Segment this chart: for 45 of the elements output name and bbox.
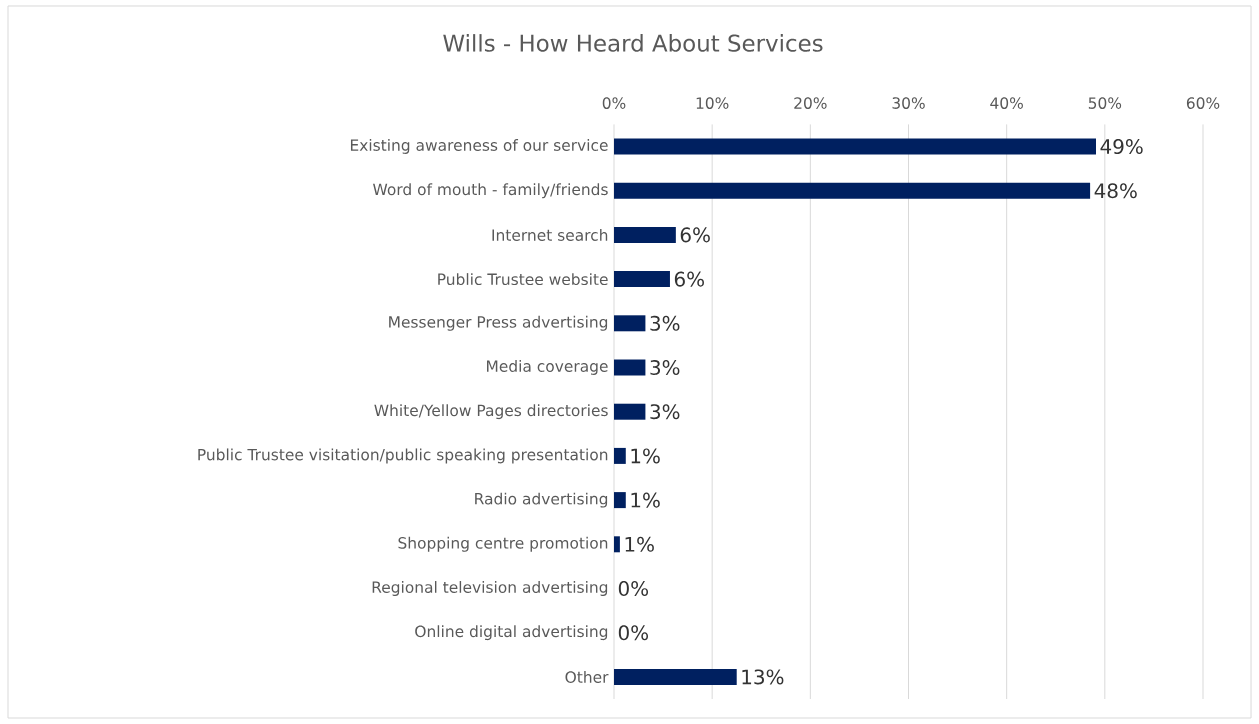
- bar: [614, 226, 676, 243]
- bar: [614, 271, 670, 288]
- y-tick-label: Messenger Press advertising: [389, 315, 608, 331]
- data-label: 49%: [1100, 138, 1143, 155]
- y-tick-label: Word of mouth - family/friends: [373, 183, 608, 199]
- data-label: 13%: [742, 669, 784, 685]
- y-tick-label: Public Trustee website: [438, 273, 608, 286]
- data-label: 3%: [650, 404, 680, 420]
- x-tick-label: 30%: [892, 97, 925, 109]
- y-tick-label: Existing awareness of our service: [350, 139, 608, 154]
- bar: [614, 182, 1091, 199]
- bar: [614, 138, 1096, 155]
- bar: [614, 668, 737, 685]
- data-label: 0%: [618, 580, 649, 597]
- bar: [614, 536, 620, 553]
- y-tick-label: Regional television advertising: [372, 581, 608, 596]
- data-label: 1%: [631, 492, 660, 508]
- data-label: 1%: [631, 448, 660, 464]
- x-tick-label: 40%: [990, 97, 1023, 109]
- chart-title: Wills - How Heard About Services: [443, 34, 823, 52]
- x-tick-label: 0%: [602, 97, 626, 109]
- data-label: 6%: [680, 227, 710, 243]
- y-tick-label: Shopping centre promotion: [398, 536, 608, 552]
- y-tick-label: Radio advertising: [475, 492, 608, 508]
- y-tick-label: Online digital advertising: [415, 625, 608, 641]
- y-tick-label: Public Trustee visitation/public speaking presentation: [198, 448, 608, 464]
- y-tick-label: White/Yellow Pages directories: [374, 404, 608, 420]
- bar: [614, 492, 626, 509]
- x-tick-label: 60%: [1186, 97, 1220, 109]
- data-label: 3%: [650, 315, 680, 331]
- x-tick-label: 10%: [696, 97, 729, 109]
- y-tick-label: Media coverage: [487, 360, 608, 375]
- bar: [614, 447, 626, 464]
- y-tick-label: Other: [565, 670, 609, 683]
- data-label: 1%: [625, 536, 654, 552]
- bar: [614, 315, 646, 332]
- data-label: 48%: [1094, 183, 1137, 199]
- bar: [614, 403, 646, 420]
- bar: [614, 359, 646, 376]
- data-label: 6%: [674, 271, 704, 287]
- data-label: 3%: [650, 359, 680, 376]
- x-tick-label: 20%: [794, 97, 827, 109]
- y-tick-label: Internet search: [492, 228, 608, 241]
- x-tick-label: 50%: [1088, 97, 1122, 109]
- data-label: 0%: [618, 625, 649, 641]
